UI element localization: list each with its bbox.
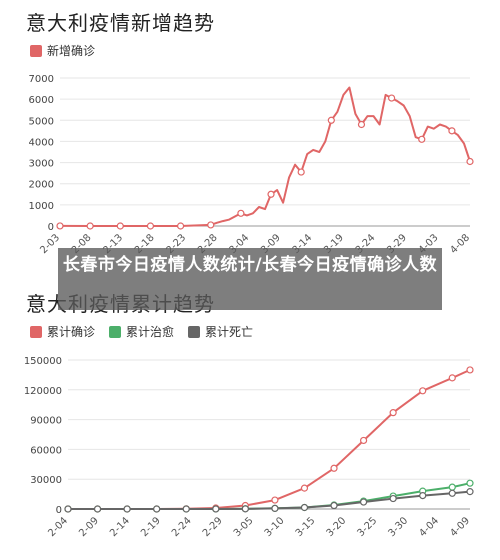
data-point [176, 222, 185, 230]
data-point [330, 464, 338, 472]
legend-swatch [188, 325, 201, 338]
data-point [116, 222, 124, 230]
headline-text: 长春市今日疫情人数统计/长春今日疫情确诊人数 [62, 255, 438, 275]
data-point [86, 222, 94, 230]
data-point [56, 222, 64, 230]
y-tick-label: 3000 [29, 159, 54, 170]
data-point [146, 222, 155, 230]
y-tick-label: 7000 [29, 74, 54, 85]
x-tick-label: 3-05 [232, 515, 256, 539]
y-tick-label: 2000 [29, 180, 54, 191]
x-tick-label: 2-14 [108, 515, 132, 539]
chart-title: 意大利疫情新增趋势 [26, 11, 215, 35]
legend-swatch [30, 325, 42, 338]
data-point [388, 94, 396, 102]
data-point [271, 496, 279, 504]
x-tick-label: 4-04 [417, 515, 441, 539]
data-point [418, 135, 426, 143]
data-point [300, 484, 309, 492]
data-point [123, 505, 131, 513]
y-tick-label: 120000 [24, 386, 62, 397]
x-tick-label: 3-20 [325, 515, 349, 539]
legend-item-cumulative-confirmed[interactable]: 累计确诊 [30, 323, 95, 340]
data-point [359, 436, 368, 445]
data-point [93, 505, 102, 513]
data-point [419, 387, 427, 395]
y-tick-label: 0 [56, 505, 62, 516]
legend-item-new-confirmed[interactable]: 新增确诊 [30, 42, 95, 59]
data-point [466, 479, 474, 487]
chart-new-cases: 意大利疫情新增趋势 新增确诊 0 1000 2000 3000 4000 5000 6000… [0, 0, 500, 260]
data-point [389, 409, 397, 417]
x-tick-label: 2-19 [139, 515, 163, 539]
legend: 累计确诊 累计治愈 累计死亡 [30, 323, 253, 340]
data-point [359, 498, 368, 506]
y-tick-label: 1000 [29, 201, 54, 212]
data-point [389, 494, 397, 503]
legend-label: 累计确诊 [47, 325, 96, 339]
legend-label: 累计死亡 [205, 325, 254, 339]
y-tick-label: 5000 [29, 116, 54, 127]
data-point [448, 374, 456, 382]
data-point [207, 221, 215, 229]
data-point [271, 504, 279, 513]
x-tick-label: 3-30 [386, 515, 410, 539]
x-tick-label: 2-29 [201, 515, 225, 539]
y-tick-label: 6000 [29, 95, 54, 106]
x-tick-label: 2-09 [77, 515, 101, 539]
data-point [237, 209, 245, 217]
y-tick-label: 0 [48, 222, 54, 233]
x-tick-label: 2-04 [46, 515, 70, 539]
data-point [241, 505, 249, 513]
data-point [153, 505, 161, 513]
data-point [327, 116, 335, 124]
data-point [448, 489, 456, 497]
y-tick-label: 4000 [29, 137, 54, 148]
series-line [68, 368, 471, 510]
y-tick-label: 30000 [30, 475, 62, 486]
chart-cumulative: 意大利疫情累计趋势 累计确诊 累计治愈 累计死亡 030000600009000… [0, 280, 500, 560]
chart-plot-cumulative: 0 30000 60000 90000 120000 150000 2-04 2-09 2-14… [24, 356, 474, 539]
data-point [212, 505, 220, 513]
legend-swatch [109, 325, 122, 338]
x-tick-label: 3-10 [263, 515, 287, 539]
x-tick-label: 4-09 [448, 515, 472, 539]
data-point [357, 120, 366, 129]
legend-item-cumulative-deaths[interactable]: 累计死亡 [188, 323, 253, 340]
data-point [466, 157, 474, 166]
x-tick-label: 4-08 [448, 232, 472, 256]
x-tick-label: 3-15 [294, 515, 318, 539]
data-point [466, 366, 474, 374]
headline-overlay: 长春市今日疫情人数统计/长春今日疫情确诊人数 [58, 248, 442, 310]
legend: 新增确诊 [30, 42, 95, 59]
data-point [466, 488, 474, 496]
data-point [448, 127, 456, 135]
legend-swatch [30, 44, 42, 57]
data-point [64, 505, 72, 513]
x-tick-label: 3-25 [356, 515, 380, 539]
legend-item-cumulative-recovered[interactable]: 累计治愈 [109, 323, 174, 340]
data-point [330, 501, 338, 510]
data-point [297, 168, 305, 176]
legend-label: 累计治愈 [126, 325, 175, 339]
y-tick-label: 60000 [30, 445, 62, 456]
data-point [419, 491, 427, 500]
data-point [300, 503, 309, 512]
y-tick-label: 90000 [30, 416, 62, 427]
data-point [182, 505, 190, 513]
y-tick-label: 150000 [24, 356, 62, 367]
data-point [267, 190, 275, 198]
x-tick-label: 2-24 [170, 515, 194, 539]
data-point [448, 483, 456, 491]
legend-label: 新增确诊 [47, 44, 96, 58]
